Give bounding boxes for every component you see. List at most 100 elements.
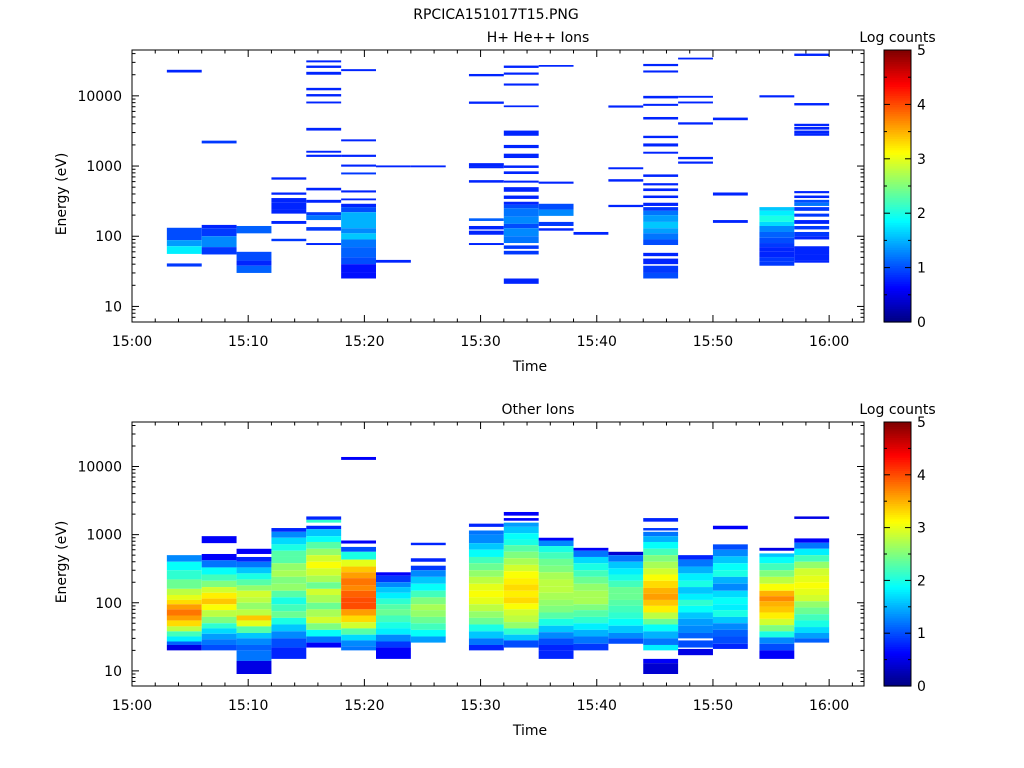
heatmap-cell <box>410 636 446 643</box>
heatmap-cell <box>643 151 679 154</box>
heatmap-cell <box>236 225 272 234</box>
colorbar-segment <box>884 120 911 124</box>
colorbar-segment <box>884 233 911 237</box>
heatmap-cell <box>643 228 679 234</box>
heatmap-cell <box>271 192 307 195</box>
colorbar-segment <box>884 505 911 509</box>
colorbar-segment <box>884 278 911 282</box>
colorbar-segment <box>884 422 911 425</box>
colorbar-segment <box>884 54 911 58</box>
panel-2: 15:00 15:10 15:20 15:30 15:40 15:50 16:0010100… <box>54 402 936 739</box>
heatmap-cell <box>376 582 411 588</box>
heatmap-cell <box>306 555 342 562</box>
heatmap-cell <box>643 103 679 106</box>
colorbar-segment <box>884 50 911 53</box>
heatmap-cell <box>341 640 376 647</box>
heatmap-cell <box>201 140 237 144</box>
colorbar-segment <box>884 317 911 321</box>
colorbar-segment <box>884 152 911 155</box>
colorbar-segment <box>884 111 911 115</box>
heatmap-cell <box>376 609 411 616</box>
heatmap-cell <box>166 588 202 595</box>
colorbar-segment <box>884 65 911 69</box>
heatmap-cell <box>236 650 272 661</box>
colorbar-segment <box>884 235 911 239</box>
heatmap-cell <box>236 620 272 627</box>
heatmap-cell <box>410 570 446 577</box>
colorbar-segment <box>884 620 911 623</box>
heatmap-cell <box>503 208 539 217</box>
colorbar-segment <box>884 102 911 105</box>
colorbar-segment <box>884 538 911 542</box>
heatmap-cell <box>166 609 202 616</box>
heatmap-cell <box>759 583 795 591</box>
heatmap-cell <box>410 583 446 591</box>
heatmap-cell <box>271 528 307 532</box>
heatmap-cell <box>759 237 795 244</box>
colorbar-segment <box>884 507 911 511</box>
colorbar-segment <box>884 52 911 56</box>
x-tick-label: 15:10 <box>228 698 268 714</box>
x-tick-label: 15:50 <box>693 334 733 350</box>
heatmap-cell <box>166 631 202 637</box>
heatmap-cell <box>306 227 342 231</box>
heatmap-cell <box>759 625 795 632</box>
heatmap-cell <box>201 598 237 605</box>
heatmap-cell <box>794 555 830 562</box>
colorbar-segment <box>884 545 911 548</box>
colorbar-segment <box>884 165 911 169</box>
x-tick-label: 15:50 <box>693 698 733 714</box>
colorbar-segment <box>884 190 911 194</box>
colorbar-segment <box>884 258 911 262</box>
colorbar-segment <box>884 240 911 244</box>
colorbar-segment <box>884 554 911 557</box>
colorbar-segment <box>884 86 911 90</box>
colorbar-segment <box>884 468 911 471</box>
heatmap-cell <box>341 602 376 610</box>
colorbar-segment <box>884 174 911 178</box>
colorbar-segment <box>884 549 911 553</box>
heatmap-cell <box>306 127 342 131</box>
colorbar-segment <box>884 459 911 463</box>
heatmap-cell <box>503 180 539 183</box>
heatmap-cell <box>306 519 342 523</box>
heatmap-cell <box>503 518 539 521</box>
colorbar-segment <box>884 63 911 67</box>
heatmap-cell <box>573 643 609 651</box>
heatmap-cell <box>271 544 307 551</box>
heatmap-cell <box>573 597 609 605</box>
colorbar-segment <box>884 483 911 487</box>
heatmap-cell <box>468 576 504 584</box>
heatmap-cell <box>410 629 446 637</box>
heatmap-cell <box>608 555 644 562</box>
heatmap-cell <box>271 647 307 659</box>
colorbar-segment <box>884 204 911 207</box>
heatmap-cell <box>236 548 272 554</box>
heatmap-cell <box>306 609 342 617</box>
heatmap-cell <box>468 530 504 535</box>
heatmap-cell <box>236 579 272 586</box>
colorbar-segment <box>884 288 911 291</box>
colorbar-segment <box>884 220 911 223</box>
heatmap-cell <box>643 618 679 625</box>
heatmap-cell <box>794 191 830 194</box>
heatmap-cell <box>573 636 609 644</box>
colorbar-segment <box>884 319 911 323</box>
colorbar-segment <box>884 637 911 641</box>
heatmap-cell <box>306 642 342 648</box>
heatmap-cell <box>794 103 830 106</box>
heatmap-cell <box>643 252 679 257</box>
heatmap-cell <box>608 167 644 170</box>
heatmap-cell <box>306 623 342 630</box>
heatmap-cell <box>573 576 609 584</box>
colorbar-segment <box>884 217 911 221</box>
heatmap-cell <box>468 218 504 221</box>
x-tick-label: 16:00 <box>809 698 849 714</box>
heatmap-cell <box>201 616 237 624</box>
heatmap-cell <box>468 101 504 104</box>
heatmap-cell <box>643 593 679 600</box>
heatmap-cell <box>376 647 411 659</box>
heatmap-cell <box>573 604 609 611</box>
colorbar-segment <box>884 263 911 266</box>
heatmap-cell <box>794 548 830 556</box>
